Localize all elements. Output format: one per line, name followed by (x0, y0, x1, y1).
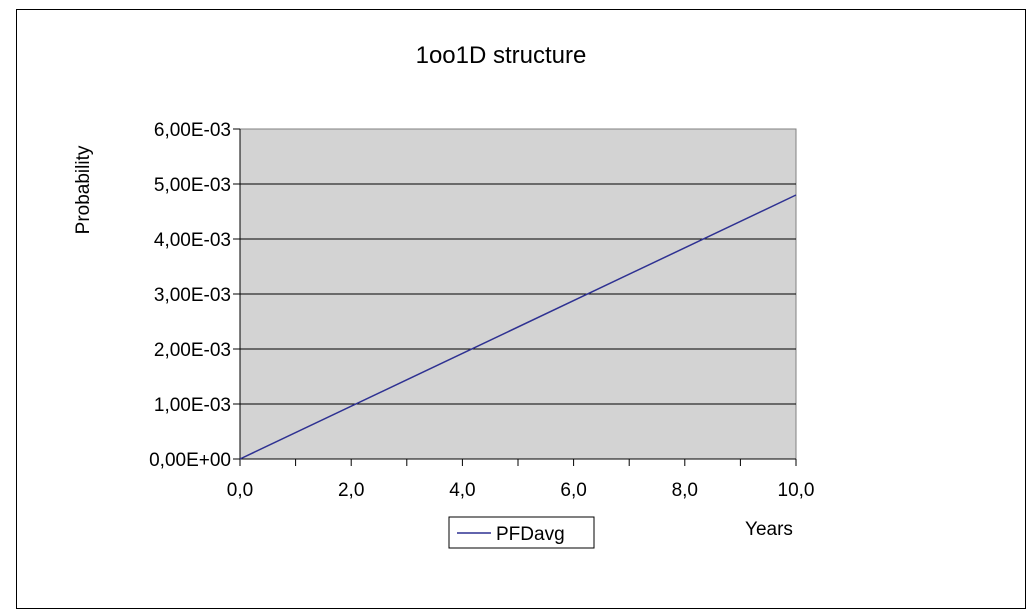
legend-label: PFDavg (496, 524, 565, 545)
x-tick-label: 8,0 (672, 480, 698, 501)
x-tick-label: 4,0 (449, 480, 475, 501)
y-axis-ticks: 0,00E+00 1,00E-03 2,00E-03 3,00E-03 4,00E-03… (149, 120, 240, 471)
chart-title: 1oo1D structure (416, 42, 587, 69)
y-tick-label: 4,00E-03 (154, 230, 231, 251)
y-tick-label: 5,00E-03 (154, 175, 231, 196)
x-axis-ticks: 0,0 2,0 4,0 6,0 8,0 10,0 (227, 459, 815, 501)
y-tick-label: 1,00E-03 (154, 395, 231, 416)
y-tick-label: 3,00E-03 (154, 285, 231, 306)
y-tick-label: 2,00E-03 (154, 340, 231, 361)
x-tick-label: 2,0 (338, 480, 364, 501)
series-line-pfdavg (239, 194, 797, 460)
chart: 1oo1D structure 0,00E+00 1,00E-03 2,00E-03… (73, 42, 815, 549)
x-tick-label: 0,0 (227, 480, 253, 501)
series-layer (239, 194, 797, 460)
x-tick-label: 10,0 (778, 480, 815, 501)
x-tick-label: 6,0 (560, 480, 586, 501)
y-tick-label: 6,00E-03 (154, 120, 231, 141)
y-axis-label: Probability (73, 145, 94, 234)
legend: PFDavg (448, 516, 595, 549)
y-tick-label: 0,00E+00 (149, 450, 231, 471)
x-axis-label: Years (745, 519, 793, 540)
legend-box (448, 516, 595, 549)
